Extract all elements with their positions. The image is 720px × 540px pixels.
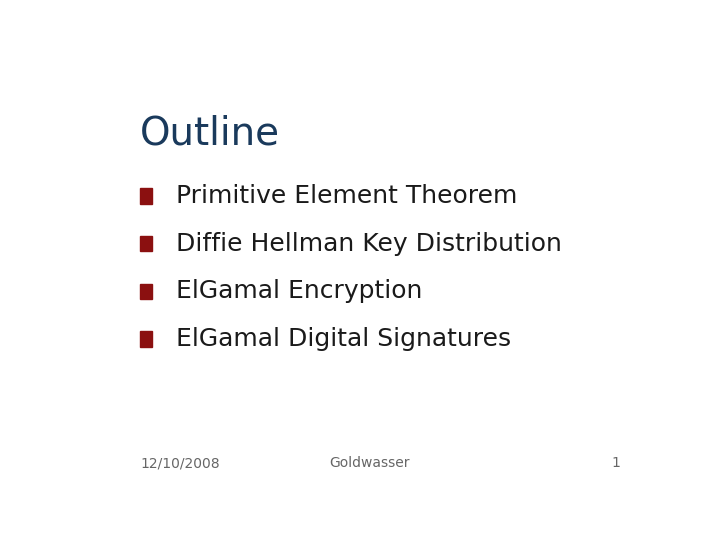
Text: Diffie Hellman Key Distribution: Diffie Hellman Key Distribution (176, 232, 562, 255)
Text: Goldwasser: Goldwasser (329, 456, 409, 470)
Text: 12/10/2008: 12/10/2008 (140, 456, 220, 470)
Text: 1: 1 (611, 456, 620, 470)
FancyBboxPatch shape (140, 235, 153, 252)
FancyBboxPatch shape (140, 284, 153, 299)
FancyBboxPatch shape (140, 188, 153, 204)
FancyBboxPatch shape (140, 332, 153, 347)
Text: ElGamal Digital Signatures: ElGamal Digital Signatures (176, 327, 512, 351)
Text: Primitive Element Theorem: Primitive Element Theorem (176, 184, 518, 208)
Text: ElGamal Encryption: ElGamal Encryption (176, 279, 423, 303)
Text: Outline: Outline (140, 114, 280, 153)
